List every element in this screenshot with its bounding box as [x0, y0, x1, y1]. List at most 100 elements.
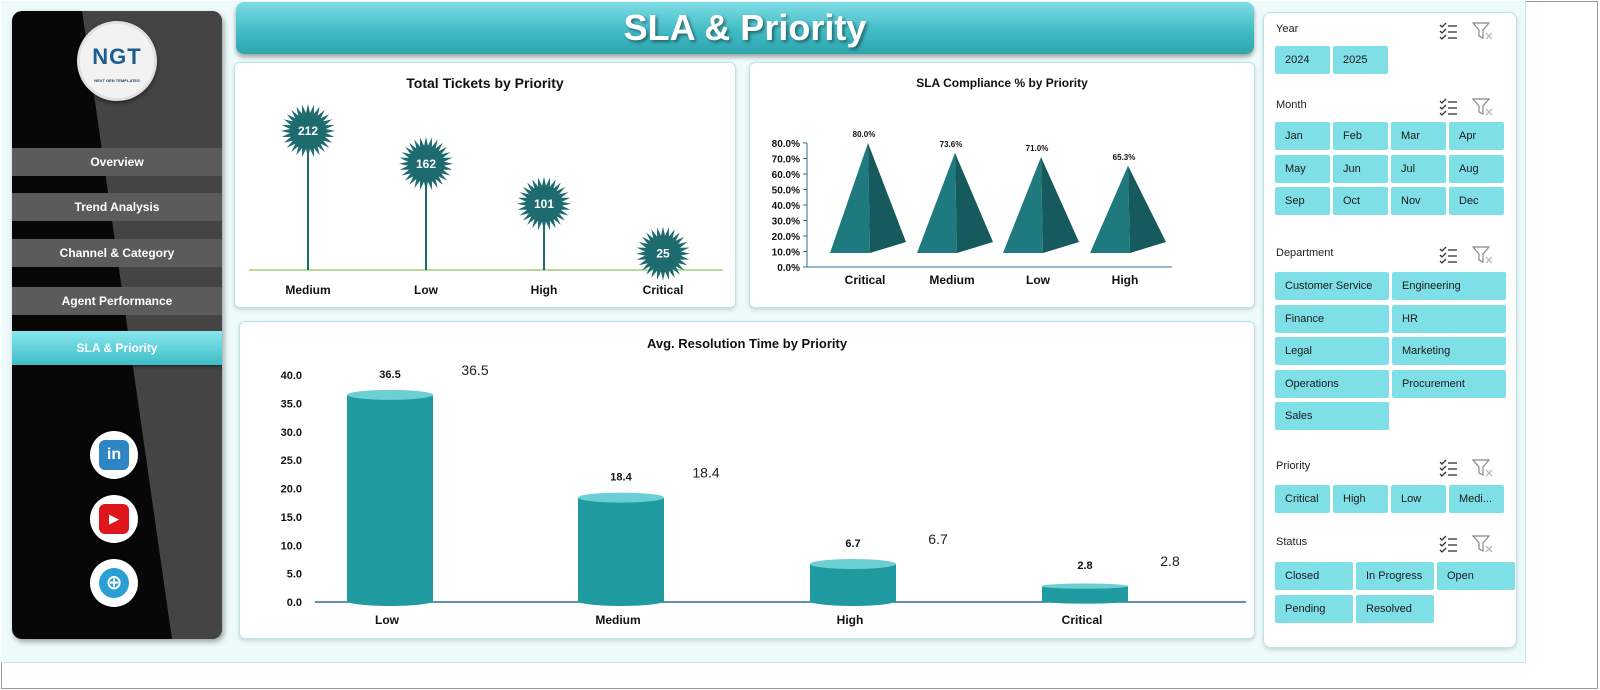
pyramid-front — [917, 152, 957, 253]
slicer-month-item[interactable]: Sep — [1275, 187, 1330, 215]
nav-trend-analysis-button[interactable]: Trend Analysis — [12, 193, 222, 221]
clear-filter-icon[interactable] — [1472, 245, 1494, 265]
clear-filter-icon[interactable] — [1472, 458, 1494, 478]
data-label: 80.0% — [853, 130, 876, 139]
x-tick-label: Critical — [643, 283, 684, 297]
linkedin-icon: in — [99, 440, 129, 470]
nav-agent-performance-button[interactable]: Agent Performance — [12, 287, 222, 315]
bar-bottom — [578, 596, 664, 606]
chart-title: Total Tickets by Priority — [406, 75, 564, 91]
slicer-status-item[interactable]: Open — [1437, 562, 1515, 590]
data-label: 71.0% — [1026, 144, 1049, 153]
data-callout: 36.5 — [461, 362, 488, 378]
multi-select-icon[interactable] — [1438, 245, 1458, 265]
pyramid-front — [830, 143, 870, 253]
slicer-month-item[interactable]: Jul — [1391, 155, 1446, 183]
multi-select-icon[interactable] — [1438, 534, 1458, 554]
pyramid-side — [868, 143, 906, 253]
y-tick-label: 5.0 — [287, 569, 302, 581]
slicer-month-item[interactable]: Apr — [1449, 122, 1504, 150]
slicer-department-item[interactable]: Marketing — [1392, 337, 1506, 365]
slicer-department-item[interactable]: Procurement — [1392, 370, 1506, 398]
y-tick-label: 0.0 — [287, 597, 302, 609]
y-tick-label: 40.0% — [772, 201, 800, 212]
slicer-month-item[interactable]: Mar — [1391, 122, 1446, 150]
slicer-department-item[interactable]: Customer Service — [1275, 272, 1389, 300]
nav-sla-priority-button[interactable]: SLA & Priority — [12, 331, 222, 365]
slicer-status-item[interactable]: Closed — [1275, 562, 1353, 590]
slicer-month-item[interactable]: Jan — [1275, 122, 1330, 150]
chart-title: Avg. Resolution Time by Priority — [646, 336, 848, 351]
slicer-month-item[interactable]: Oct — [1333, 187, 1388, 215]
x-tick-label: High — [837, 613, 864, 627]
clear-filter-icon[interactable] — [1472, 534, 1494, 554]
sla-compliance-chart: 0.0% 10.0% 20.0% 30.0% 40.0% 50.0% 60.0% 70.0% 8… — [772, 130, 1172, 287]
lollipop-head — [636, 226, 690, 281]
y-tick-label: 0.0% — [777, 263, 800, 274]
slicer-status-item[interactable]: In Progress — [1356, 562, 1434, 590]
multi-select-icon[interactable] — [1438, 97, 1458, 117]
slicer-department-item[interactable]: Operations — [1275, 370, 1389, 398]
page-title-bar: SLA & Priority — [236, 2, 1254, 54]
slicer-year-item[interactable]: 2024 — [1275, 46, 1330, 74]
multi-select-icon[interactable] — [1438, 21, 1458, 41]
y-tick-label: 70.0% — [772, 155, 800, 166]
slicer-month-item[interactable]: Jun — [1333, 155, 1388, 183]
slicer-month-item[interactable]: Nov — [1391, 187, 1446, 215]
slicer-department-item[interactable]: HR — [1392, 305, 1506, 333]
slicer-priority-item[interactable]: Low — [1391, 485, 1446, 513]
multi-select-icon[interactable] — [1438, 458, 1458, 478]
y-tick-label: 35.0 — [281, 398, 302, 410]
slicer-department-item[interactable]: Legal — [1275, 337, 1389, 365]
slicer-status-item[interactable]: Resolved — [1356, 595, 1434, 623]
y-tick-label: 15.0 — [281, 512, 302, 524]
chart-title: SLA Compliance % by Priority — [916, 76, 1088, 90]
y-tick-label: 60.0% — [772, 170, 800, 181]
slicer-year-item[interactable]: 2025 — [1333, 46, 1388, 74]
nav-overview-button[interactable]: Overview — [12, 148, 222, 176]
slicer-department-item[interactable]: Sales — [1275, 402, 1389, 430]
x-tick-label: Critical — [1062, 613, 1103, 627]
data-label: 6.7 — [845, 538, 860, 550]
x-tick-label: Low — [414, 283, 439, 297]
clear-filter-icon[interactable] — [1472, 21, 1494, 41]
pyramid-side — [1041, 156, 1079, 253]
bar-top — [810, 558, 896, 569]
filter-pane: Year 2024 2025 Month Jan Feb Mar Apr May Jun Jul Au… — [1263, 12, 1517, 648]
lollipop-head — [399, 136, 453, 191]
data-label: 73.6% — [940, 140, 963, 149]
data-label: 36.5 — [379, 369, 400, 381]
slicer-status-item[interactable]: Pending — [1275, 595, 1353, 623]
website-link[interactable]: ⊕ — [90, 559, 138, 607]
slicer-title-year: Year — [1276, 23, 1299, 35]
sidebar: NGT NEXT GEN TEMPLATES Overview Trend An… — [12, 11, 222, 639]
youtube-link[interactable]: ▶ — [90, 495, 138, 543]
slicer-month-item[interactable]: Feb — [1333, 122, 1388, 150]
slicer-month-item[interactable]: Aug — [1449, 155, 1504, 183]
y-tick-label: 40.0 — [281, 370, 302, 382]
slicer-title-priority: Priority — [1276, 460, 1311, 472]
data-callout: 18.4 — [692, 465, 719, 481]
sidebar-background — [82, 11, 222, 639]
x-tick-label: Medium — [929, 273, 974, 287]
nav-channel-category-button[interactable]: Channel & Category — [12, 239, 222, 267]
slicer-department-item[interactable]: Finance — [1275, 305, 1389, 333]
slicer-department-item[interactable]: Engineering — [1392, 272, 1506, 300]
bar-body — [1042, 586, 1128, 602]
slicer-month-item[interactable]: Dec — [1449, 187, 1504, 215]
pyramid-front — [1090, 165, 1130, 253]
x-tick-label: High — [1112, 273, 1139, 287]
slicer-priority-item[interactable]: Critical — [1275, 485, 1330, 513]
y-tick-label: 30.0 — [281, 427, 302, 439]
lollipop-head — [281, 104, 335, 158]
x-tick-label: Critical — [845, 273, 886, 287]
slicer-priority-item[interactable]: High — [1333, 485, 1388, 513]
logo-subtext: NEXT GEN TEMPLATES — [94, 78, 140, 83]
clear-filter-icon[interactable] — [1472, 97, 1494, 117]
slicer-month-item[interactable]: May — [1275, 155, 1330, 183]
avg-resolution-chart: 0.0 5.0 10.0 15.0 20.0 25.0 30.0 35.0 40.0 36.5 36… — [281, 362, 1246, 627]
slicer-priority-item[interactable]: Medi... — [1449, 485, 1504, 513]
linkedin-link[interactable]: in — [90, 431, 138, 479]
youtube-icon: ▶ — [99, 504, 129, 534]
x-tick-label: Medium — [285, 283, 330, 297]
